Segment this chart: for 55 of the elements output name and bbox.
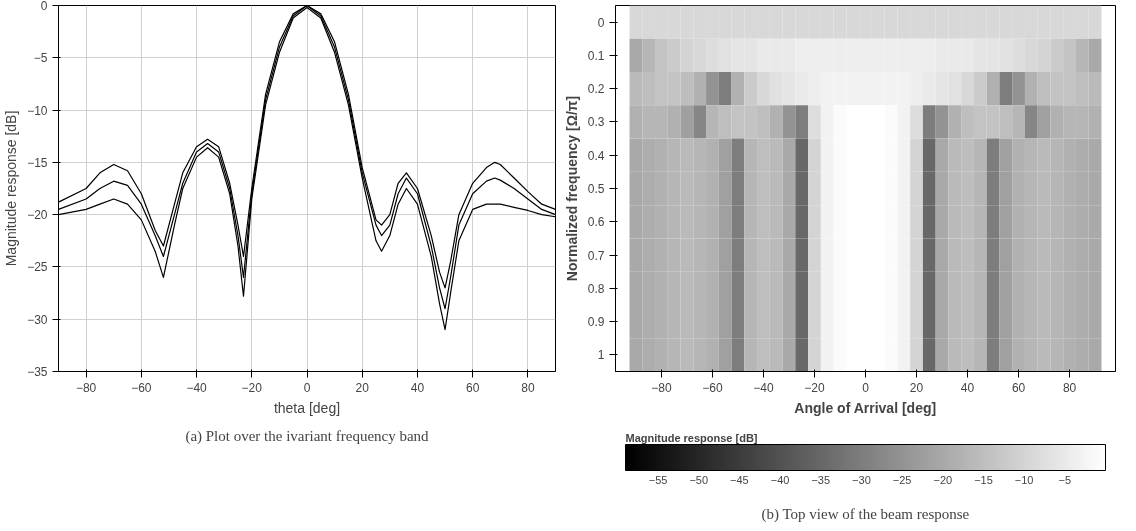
x-axis-title: theta [deg]: [273, 399, 341, 416]
text: (a) Plot over the ivariant frequency band: [185, 427, 430, 445]
x-tick-label: −60: [131, 380, 152, 395]
y-tick-label: −20: [27, 208, 48, 223]
x-tick-label: 80: [521, 380, 535, 395]
x-tick-label: 20: [355, 380, 370, 395]
y-tick-label: −30: [27, 312, 48, 327]
y-tick-label: 0: [597, 15, 605, 30]
y-tick-label: 0.2: [587, 82, 605, 97]
x-tick-label: 0: [862, 380, 870, 395]
y-tick-label: −10: [27, 103, 48, 118]
color-bar-label: −50: [689, 473, 709, 486]
y-tick-label: 0.9: [587, 315, 605, 330]
color-bar-label: −25: [892, 473, 912, 486]
x-axis-title: Angle of Arrival [deg]: [794, 399, 937, 416]
x-tick-label: 0: [303, 380, 311, 395]
x-tick-label: 40: [960, 380, 975, 395]
color-bar-label: −30: [852, 473, 871, 486]
color-bar-label: −55: [648, 473, 668, 486]
color-bar-title: Magnitude response [dB]: [625, 431, 758, 444]
x-tick-label: −60: [702, 380, 723, 395]
color-bar-label: −35: [811, 473, 831, 486]
text: (b) Top view of the beam response: [761, 505, 970, 523]
x-tick-label: 40: [410, 380, 425, 395]
y-tick-label: 0: [40, 0, 48, 13]
x-tick-label: 60: [465, 380, 480, 395]
color-bar-label: −15: [974, 473, 993, 486]
y-tick-label: −5: [33, 51, 48, 66]
y-axis-title: Magnitude response [dB]: [3, 110, 20, 267]
y-axis-title: Normalized frequency [Ω/π]: [563, 95, 580, 282]
x-tick-label: −80: [75, 380, 97, 395]
y-tick-label: −35: [27, 365, 48, 379]
color-bar-label: −5: [1058, 473, 1072, 486]
y-tick-label: −15: [27, 155, 48, 170]
x-tick-label: 60: [1011, 380, 1026, 395]
color-bar-label: −45: [730, 473, 749, 486]
y-tick-label: 0.4: [587, 148, 605, 163]
y-tick-label: 0.8: [587, 281, 605, 296]
color-bar-label: −10: [1014, 473, 1034, 486]
color-bar-label: −40: [770, 473, 790, 486]
x-tick-label: 20: [909, 380, 924, 395]
x-tick-label: −20: [804, 380, 825, 395]
y-tick-label: 0.1: [587, 48, 605, 63]
y-tick-label: 0.3: [587, 115, 605, 130]
y-tick-label: 0.6: [587, 215, 605, 230]
x-tick-label: −80: [651, 380, 672, 395]
y-tick-label: −25: [27, 260, 48, 275]
y-tick-label: 0.5: [587, 182, 605, 196]
x-tick-label: −40: [753, 380, 774, 395]
color-bar-label: −20: [933, 473, 953, 486]
x-tick-label: −40: [186, 380, 208, 395]
x-tick-label: 80: [1062, 380, 1077, 395]
y-tick-label: 0.7: [587, 248, 605, 263]
x-tick-label: −20: [241, 380, 263, 395]
y-tick-label: 1: [597, 348, 605, 363]
